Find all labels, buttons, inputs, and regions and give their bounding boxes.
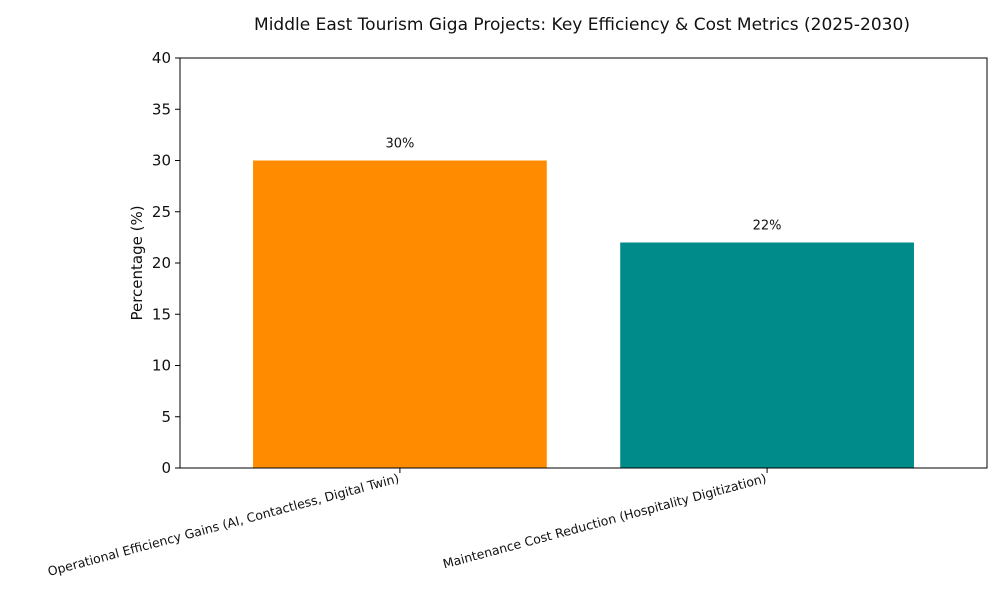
y-tick-label: 25 — [152, 203, 171, 221]
data-label: 22% — [753, 219, 782, 234]
data-label: 30% — [385, 137, 414, 152]
y-tick-label: 35 — [152, 100, 171, 118]
plot-area-frame — [179, 57, 988, 469]
y-tick-label: 10 — [152, 357, 171, 375]
x-tick-label: Operational Efficiency Gains (AI, Contac… — [46, 470, 401, 578]
x-axis-ticks: Operational Efficiency Gains (AI, Contac… — [46, 468, 768, 579]
y-axis-label: Percentage (%) — [128, 205, 146, 320]
x-tick-label: Maintenance Cost Reduction (Hospitality … — [441, 470, 768, 571]
bars-group — [253, 160, 914, 468]
y-tick-label: 40 — [152, 49, 171, 67]
y-tick-label: 0 — [161, 459, 171, 477]
data-labels-group: 30% 22% — [385, 137, 781, 234]
chart-title: Middle East Tourism Giga Projects: Key E… — [254, 15, 910, 35]
y-tick-label: 5 — [161, 408, 171, 426]
y-tick-label: 20 — [152, 254, 171, 272]
y-tick-label: 15 — [152, 305, 171, 323]
y-tick-label: 30 — [152, 152, 171, 170]
y-axis-ticks: 0 5 10 15 20 25 30 35 40 — [152, 49, 180, 477]
bar — [253, 160, 547, 468]
bar — [620, 242, 914, 468]
